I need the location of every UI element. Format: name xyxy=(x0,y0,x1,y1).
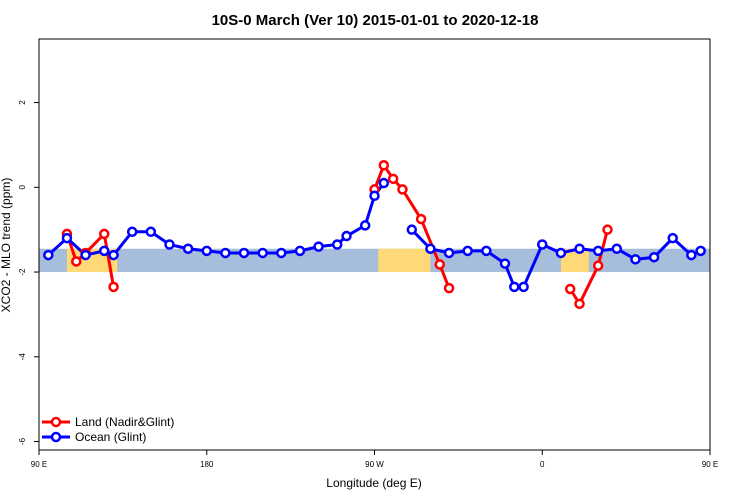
ocean-data-point xyxy=(443,247,455,259)
ocean-data-point xyxy=(126,226,138,238)
land-legend-label: Land (Nadir&Glint) xyxy=(75,415,174,429)
ocean-data-point xyxy=(499,258,511,269)
land-data-point xyxy=(574,298,585,310)
ocean-data-point xyxy=(331,239,343,250)
ocean-data-point xyxy=(43,249,54,261)
land-data-point xyxy=(434,259,445,270)
ocean-data-point xyxy=(509,281,520,293)
map-band xyxy=(39,248,710,273)
ocean-data-point xyxy=(98,245,110,257)
chart-title: 10S-0 March (Ver 10) 2015-01-01 to 2020-… xyxy=(212,12,539,29)
land-data-point xyxy=(397,184,408,195)
y-tick-label: -2 xyxy=(18,268,27,276)
land-data-point xyxy=(98,228,110,240)
map-ocean-band xyxy=(39,248,710,273)
ocean-data-point xyxy=(695,245,706,257)
x-tick-label: 0 xyxy=(540,460,545,469)
ocean-data-point xyxy=(294,245,306,257)
land-data-point xyxy=(564,283,576,295)
ocean-data-point xyxy=(201,245,212,257)
land-data-point xyxy=(415,213,427,225)
land-data-point xyxy=(71,256,82,267)
ocean-data-point xyxy=(518,281,529,293)
map-land-patch xyxy=(378,248,431,273)
ocean-legend-label: Ocean (Glint) xyxy=(75,430,146,444)
ocean-data-point xyxy=(462,245,473,257)
land-data-point xyxy=(592,260,604,271)
y-tick-label: -4 xyxy=(18,353,27,361)
land-series-line xyxy=(568,229,609,306)
land-data-point xyxy=(108,281,119,293)
ocean-data-point xyxy=(574,243,585,254)
y-tick-label: 2 xyxy=(18,100,27,105)
ocean-data-point xyxy=(341,230,352,242)
legend: Land (Nadir&Glint)Ocean (Glint) xyxy=(42,415,174,444)
x-tick-label: 90 E xyxy=(31,460,47,469)
ocean-data-point xyxy=(257,247,268,259)
ocean-data-point xyxy=(686,249,697,261)
land-data-point xyxy=(378,160,390,171)
ocean-data-point xyxy=(667,232,678,244)
land-data-point xyxy=(387,173,399,185)
ocean-data-point xyxy=(555,247,567,259)
land-legend-marker xyxy=(50,416,62,428)
ocean-data-point xyxy=(220,247,231,259)
ocean-data-point xyxy=(182,243,194,254)
y-tick-label: -6 xyxy=(18,437,27,445)
ocean-data-point xyxy=(145,226,157,238)
plot-frame xyxy=(38,38,711,451)
ocean-data-point xyxy=(369,190,380,202)
ocean-data-point xyxy=(164,239,175,250)
x-tick-label: 180 xyxy=(200,460,214,469)
ocean-data-point xyxy=(630,254,641,265)
ocean-data-point xyxy=(276,247,287,259)
x-tick-label: 90 E xyxy=(702,460,718,469)
ocean-data-point xyxy=(378,177,390,189)
map-land-patch xyxy=(560,248,589,273)
ocean-data-point xyxy=(108,249,119,261)
ocean-legend-marker xyxy=(50,431,62,443)
x-axis: 90 E 180 90 W 0 90 E xyxy=(31,450,718,469)
y-axis-label: XCO2 - MLO trend (ppm) xyxy=(0,178,13,313)
ocean-data-point xyxy=(359,220,371,231)
ocean-data-point xyxy=(481,245,492,257)
ocean-data-point xyxy=(61,232,73,244)
ocean-data-point xyxy=(238,247,250,259)
ocean-data-point xyxy=(537,239,548,250)
ocean-data-point xyxy=(592,245,604,257)
y-tick-label: 0 xyxy=(18,185,27,190)
land-data-point xyxy=(602,224,613,235)
y-axis: 2 0 -2 -4 -6 xyxy=(18,100,39,445)
ocean-data-point xyxy=(648,251,660,263)
x-tick-label: 90 W xyxy=(365,460,384,469)
x-axis-label: Longitude (deg E) xyxy=(326,476,421,490)
ocean-data-point xyxy=(80,249,91,261)
ocean-data-point xyxy=(611,243,623,254)
ocean-data-point xyxy=(406,224,418,235)
ocean-data-point xyxy=(425,243,436,254)
ocean-data-point xyxy=(313,241,324,252)
series-points xyxy=(43,160,706,310)
land-data-point xyxy=(443,282,455,294)
